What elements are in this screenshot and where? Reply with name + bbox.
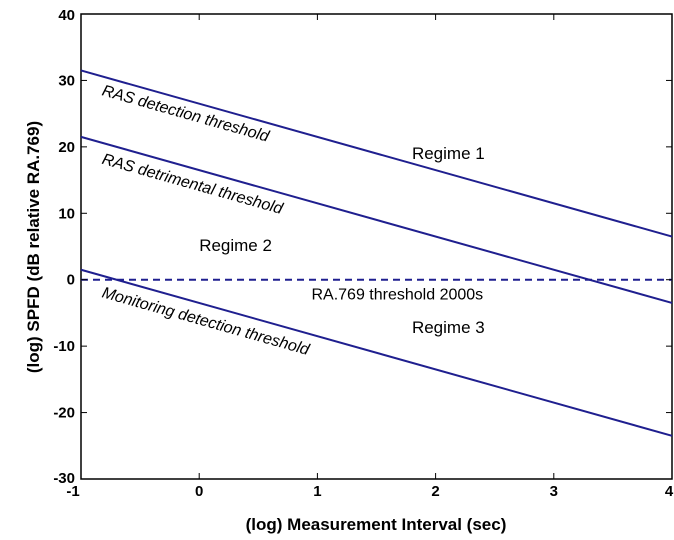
y-tick-label: -30	[53, 470, 75, 487]
annotation-7: Regime 3	[412, 318, 485, 337]
annotation-4: RA.769 threshold 2000s	[311, 287, 483, 304]
series-line-1	[80, 69, 673, 238]
x-tick-label: 3	[550, 483, 558, 500]
y-tick-label: 0	[67, 272, 75, 289]
series-layer	[80, 69, 673, 437]
y-tick-label: 40	[58, 7, 75, 24]
annotation-2: RAS detrimental threshold	[100, 151, 285, 218]
series-line-3	[80, 268, 673, 437]
annotation-5: Regime 1	[412, 144, 485, 163]
x-tick-label: 1	[313, 483, 321, 500]
x-tick-label: 4	[665, 483, 674, 500]
y-axis-label: (log) SPFD (dB relative RA.769)	[24, 121, 43, 373]
x-tick-label: -1	[66, 483, 79, 500]
x-tick-label: 0	[195, 483, 203, 500]
annotation-6: Regime 2	[199, 236, 272, 255]
y-tick-label: 20	[58, 139, 75, 156]
x-tick-label: 2	[431, 483, 439, 500]
annotation-1: RAS detection threshold	[100, 83, 272, 146]
y-tick-label: 30	[58, 72, 75, 89]
y-tick-label: 10	[58, 205, 75, 222]
y-tick-label: -10	[53, 338, 75, 355]
series-line-2	[80, 135, 673, 304]
x-axis-label: (log) Measurement Interval (sec)	[246, 515, 507, 534]
plot-frame	[80, 13, 673, 480]
y-tick-label: -20	[53, 405, 75, 422]
annotation-3: Monitoring detection threshold	[100, 284, 312, 359]
